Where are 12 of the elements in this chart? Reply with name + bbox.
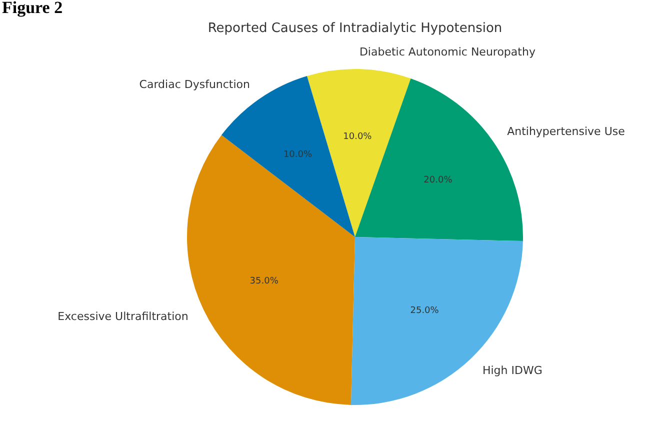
slice-label: Excessive Ultrafiltration (58, 310, 188, 323)
chart-title: Reported Causes of Intradialytic Hypotension (208, 21, 502, 36)
data-label: 10.0% (283, 150, 312, 160)
slice-label: Cardiac Dysfunction (139, 78, 250, 91)
data-label: 25.0% (410, 306, 440, 316)
slice-label: Diabetic Autonomic Neuropathy (359, 45, 536, 58)
data-label: 10.0% (343, 132, 372, 142)
caption: Figure 2 (2, 0, 63, 17)
slice-label: High IDWG (482, 364, 542, 377)
slice-label: Antihypertensive Use (507, 125, 626, 138)
data-label: 20.0% (424, 176, 453, 186)
data-label: 35.0% (250, 276, 279, 287)
